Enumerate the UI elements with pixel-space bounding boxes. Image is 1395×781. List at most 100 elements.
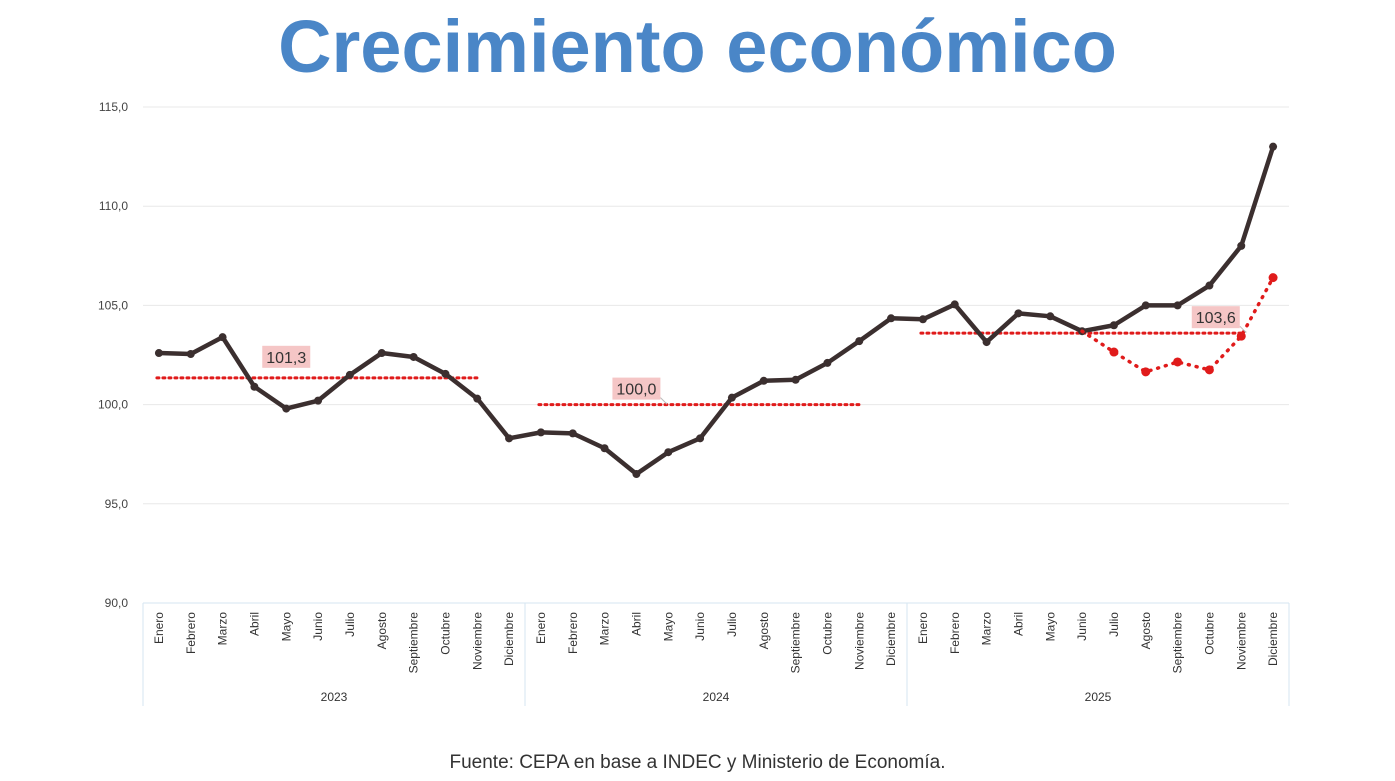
data-point-alt <box>1268 273 1278 283</box>
data-point-alt <box>1173 357 1183 367</box>
month-label: Mayo <box>279 612 293 642</box>
data-point-main <box>536 428 545 437</box>
data-point-main <box>1014 309 1023 318</box>
chart-title: Crecimiento económico <box>278 5 1117 88</box>
data-point-main <box>664 448 673 457</box>
average-label-bg <box>1191 306 1240 329</box>
data-point-main <box>632 470 641 479</box>
data-point-alt <box>1204 365 1214 375</box>
data-point-alt <box>1109 347 1119 357</box>
month-label: Noviembre <box>470 612 484 670</box>
data-point-main <box>154 349 163 358</box>
data-point-main <box>218 333 227 342</box>
data-point-main <box>1046 312 1055 321</box>
month-label: Junio <box>1075 612 1089 641</box>
data-point-main <box>696 434 705 443</box>
data-point-main <box>282 404 291 413</box>
y-tick-label: 90,0 <box>105 596 129 610</box>
data-point-main <box>727 393 736 402</box>
data-point-main <box>568 429 577 438</box>
month-label: Octubre <box>820 612 834 655</box>
month-label: Julio <box>1107 612 1121 637</box>
month-label: Junio <box>693 612 707 641</box>
month-label: Diciembre <box>884 612 898 666</box>
label-leader <box>1239 325 1247 334</box>
month-label: Agosto <box>757 612 771 650</box>
data-point-main <box>887 314 896 323</box>
average-label: 100,0 <box>616 382 656 399</box>
month-label: Septiembre <box>1171 612 1185 674</box>
data-point-main <box>473 394 482 403</box>
axis-labels: 90,0 95,0 100,0 105,0 110,0 115,0 2023 2024 2025… <box>98 100 1280 704</box>
month-label: Noviembre <box>852 612 866 670</box>
data-point-main <box>1205 281 1214 290</box>
data-point-main <box>314 396 323 405</box>
year-label: 2023 <box>321 690 348 704</box>
month-label: Febrero <box>184 612 198 654</box>
month-label: Marzo <box>216 612 230 646</box>
label-leader <box>660 397 667 405</box>
data-point-main <box>918 315 927 324</box>
month-label: Mayo <box>1043 612 1057 642</box>
month-label: Agosto <box>1139 612 1153 650</box>
month-label: Agosto <box>375 612 389 650</box>
month-label: Octubre <box>438 612 452 655</box>
data-point-main <box>505 434 514 443</box>
month-label: Enero <box>152 612 166 644</box>
month-label: Febrero <box>566 612 580 654</box>
month-label: Enero <box>534 612 548 644</box>
month-label: Mayo <box>661 612 675 642</box>
data-point-main <box>1141 301 1150 310</box>
data-point-main <box>982 338 991 347</box>
data-point-main <box>791 375 800 384</box>
data-point-main <box>377 349 386 358</box>
average-label-bg <box>612 377 661 400</box>
y-tick-label: 105,0 <box>98 298 128 312</box>
month-label: Marzo <box>980 612 994 646</box>
data-point-alt <box>1236 331 1246 341</box>
month-label: Noviembre <box>1234 612 1248 670</box>
month-label: Diciembre <box>502 612 516 666</box>
data-point-alt <box>1141 367 1151 377</box>
data-point-main <box>855 337 864 346</box>
data-point-main <box>759 376 768 385</box>
series-line-main <box>156 144 1276 477</box>
data-point-main <box>250 382 259 391</box>
month-label: Abril <box>1011 612 1025 636</box>
month-label: Marzo <box>598 612 612 646</box>
month-label: Octubre <box>1202 612 1216 655</box>
source-note: Fuente: CEPA en base a INDEC y Ministeri… <box>449 752 946 773</box>
data-point-main <box>950 300 959 309</box>
month-label: Septiembre <box>789 612 803 674</box>
y-tick-label: 110,0 <box>99 199 128 213</box>
month-label: Febrero <box>948 612 962 654</box>
series-layer <box>154 142 1278 479</box>
year-label: 2025 <box>1085 690 1112 704</box>
month-label: Julio <box>343 612 357 637</box>
data-point-main <box>441 369 450 378</box>
data-point-main <box>823 358 832 367</box>
average-label: 103,6 <box>1196 310 1236 327</box>
month-label: Abril <box>629 612 643 636</box>
data-point-main <box>1109 321 1118 330</box>
month-label: Junio <box>311 612 325 641</box>
average-label-bg <box>262 345 311 368</box>
month-label: Diciembre <box>1266 612 1280 666</box>
month-label: Septiembre <box>407 612 421 674</box>
line-chart: 101,3 100,0 103,6 90,0 95,0 100,0 105,0 110,0 1… <box>98 100 1290 706</box>
average-labels: 101,3 100,0 103,6 <box>262 306 1247 405</box>
y-tick-label: 95,0 <box>105 497 129 511</box>
data-point-main <box>1269 142 1278 151</box>
data-point-main <box>1173 301 1182 310</box>
month-label: Abril <box>247 612 261 636</box>
x-axis-frame <box>142 602 1290 706</box>
month-label: Enero <box>916 612 930 644</box>
average-label: 101,3 <box>266 350 306 367</box>
data-point-main <box>345 370 354 379</box>
y-tick-label: 100,0 <box>98 398 128 412</box>
year-label: 2024 <box>703 690 730 704</box>
month-label: Julio <box>725 612 739 637</box>
data-point-main <box>1237 241 1246 250</box>
average-lines <box>155 331 1245 407</box>
y-tick-label: 115,0 <box>99 100 128 114</box>
